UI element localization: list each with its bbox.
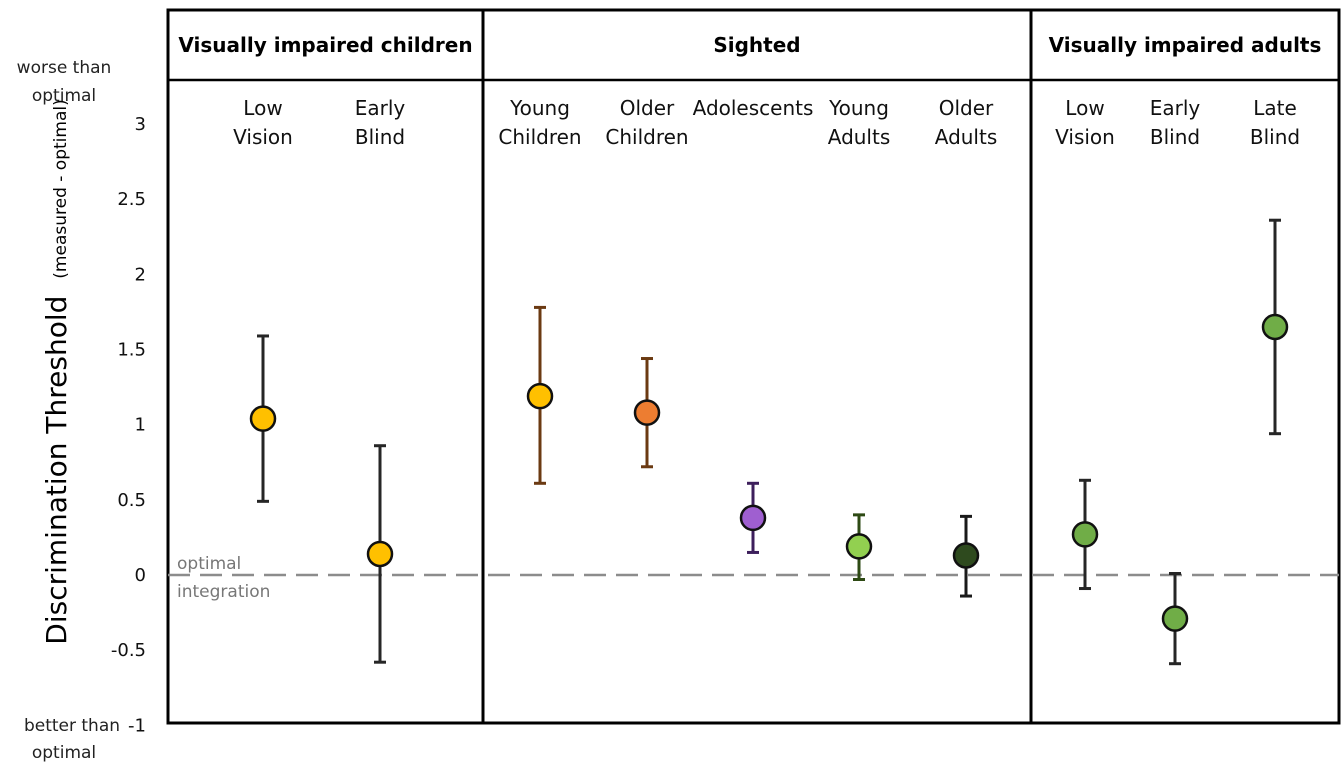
category-label: Low — [1065, 96, 1104, 120]
group-title-3: Visually impaired adults — [1049, 33, 1322, 57]
bottom-annotation-line1: better than — [24, 716, 120, 736]
category-label: Children — [605, 125, 688, 149]
category-label: Adolescents — [693, 96, 814, 120]
group-title-1: Visually impaired children — [178, 33, 472, 57]
category-label: Older — [620, 96, 675, 120]
category-label: Older — [939, 96, 994, 120]
category-label: Blind — [1150, 125, 1200, 149]
y-tick-label: -0.5 — [111, 640, 146, 661]
y-tick-label: 0 — [135, 565, 146, 586]
top-annotation-line1: worse than — [17, 58, 112, 78]
chart-body: 3 2.5 2 1.5 1 0.5 0 -0.5 -1 Visually impaired chi… — [111, 8, 1341, 736]
mean-marker — [366, 540, 394, 568]
group-title-2: Sighted — [713, 33, 800, 57]
y-axis-label-main: Discrimination Threshold — [40, 296, 73, 645]
mean-marker — [1071, 521, 1099, 548]
reference-label-line1: optimal — [177, 554, 241, 574]
category-label: Young — [509, 96, 570, 120]
y-tick-label: 2 — [135, 264, 146, 285]
mean-marker — [1161, 605, 1189, 632]
y-axis-label-sub: (measured - optimal) — [51, 99, 71, 278]
top-annotation-line2: optimal — [32, 86, 96, 106]
mean-marker — [845, 533, 873, 560]
category-label: Late — [1253, 96, 1297, 120]
category-label: Blind — [355, 125, 405, 149]
category-label: Blind — [1250, 125, 1300, 149]
mean-marker — [952, 542, 980, 569]
y-axis-label: Discrimination Threshold (measured - opt… — [40, 99, 73, 644]
category-label: Vision — [1055, 125, 1115, 149]
category-label: Adults — [828, 125, 891, 149]
y-tick-label: 2.5 — [117, 189, 146, 210]
y-tick-label: 1 — [135, 415, 146, 436]
category-label: Vision — [233, 125, 293, 149]
bottom-annotation-line2: optimal — [32, 743, 96, 763]
y-tick-label: 3 — [135, 114, 146, 135]
mean-marker — [633, 399, 661, 426]
mean-marker — [526, 382, 554, 410]
y-tick-label: -1 — [128, 715, 146, 736]
plot-frame — [166, 8, 1341, 725]
mean-marker — [1261, 313, 1289, 341]
category-label: Children — [498, 125, 581, 149]
category-label: Early — [1150, 96, 1201, 120]
category-label: Adults — [935, 125, 998, 149]
y-tick-label: 0.5 — [117, 490, 146, 511]
category-label: Early — [355, 96, 406, 120]
category-label: Low — [243, 96, 282, 120]
mean-marker — [249, 405, 277, 432]
y-tick-label: 1.5 — [117, 340, 146, 361]
mean-marker — [739, 504, 767, 532]
reference-label-line2: integration — [177, 582, 270, 602]
category-label: Young — [828, 96, 889, 120]
